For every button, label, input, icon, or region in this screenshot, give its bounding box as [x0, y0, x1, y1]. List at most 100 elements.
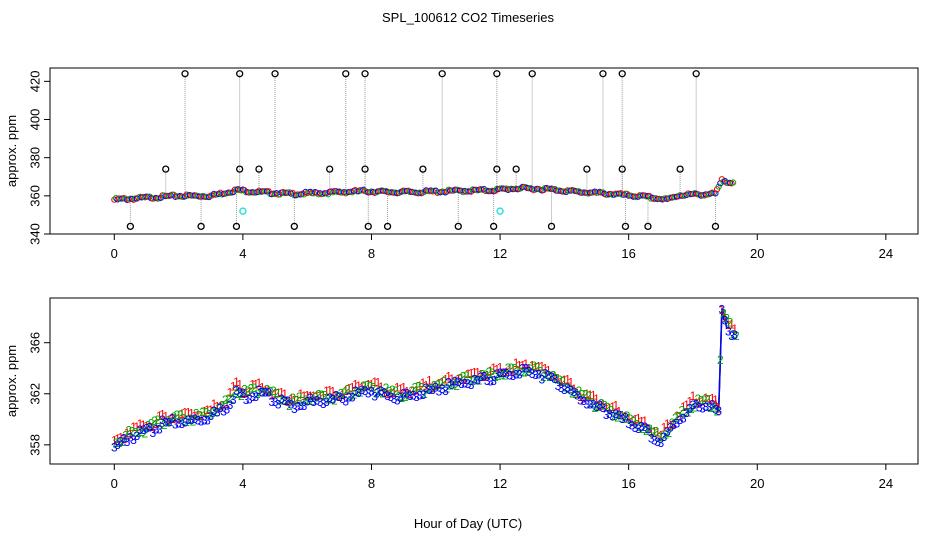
bottom-series-1-point: 1 — [362, 379, 369, 393]
bottom-series-2-point: 2 — [547, 370, 554, 384]
bottom-series-3-point: 3 — [275, 397, 282, 411]
bottom-series-1-point: 1 — [651, 424, 658, 438]
bottom-series-2-point: 2 — [530, 359, 537, 373]
bottom-series-2-point: 2 — [666, 426, 673, 440]
bottom-series-3-point: 3 — [114, 438, 121, 452]
bottom-series-2-point: 2 — [338, 386, 345, 400]
bottom-series-2-point: 2 — [704, 392, 711, 406]
bottom-series-2-point: 2 — [592, 401, 599, 415]
bottom-series-2-point: 2 — [646, 422, 653, 436]
bottom-series-1-point: 1 — [262, 384, 269, 398]
bottom-series-1-point: 1 — [349, 380, 356, 394]
bottom-series-2-point: 2 — [492, 370, 499, 384]
bottom-series-3-point: 3 — [143, 422, 150, 436]
bottom-series-2-point: 2 — [312, 390, 319, 404]
bottom-series-3-point: 3 — [686, 402, 693, 416]
bottom-series-3-point: 3 — [133, 429, 140, 443]
top-y-tick-label: 380 — [27, 147, 42, 169]
bottom-series-3-point: 3 — [471, 372, 478, 386]
bottom-series-1-point: 1 — [291, 393, 298, 407]
bottom-series-3-point: 3 — [439, 382, 446, 396]
top-x-tick-label: 4 — [239, 246, 246, 261]
bottom-series-1-point: 1 — [500, 366, 507, 380]
bottom-series-2-point: 2 — [183, 415, 190, 429]
bottom-series-3-point: 3 — [175, 417, 182, 431]
top-outlier-point — [361, 70, 369, 78]
bottom-series-3-point: 3 — [702, 400, 709, 414]
bottom-series-2-point: 2 — [113, 436, 120, 450]
bottom-series-2-point: 2 — [714, 404, 721, 418]
bottom-series-2-point: 2 — [489, 366, 496, 380]
bottom-series-2-point: 2 — [727, 315, 734, 329]
bottom-series-1-point: 1 — [545, 363, 552, 377]
bottom-series-3-point: 3 — [584, 397, 591, 411]
bottom-series-1-point: 1 — [201, 405, 208, 419]
bottom-series-1-point: 1 — [240, 387, 247, 401]
bottom-series-1-point: 1 — [439, 375, 446, 389]
bottom-series-3-point: 3 — [217, 401, 224, 415]
top-outlier-point — [489, 222, 498, 231]
bottom-series-1-point: 1 — [432, 379, 439, 393]
bottom-series-3-point: 3 — [394, 394, 401, 408]
bottom-series-1-point: 1 — [494, 363, 501, 377]
bottom-series-1-point: 1 — [645, 422, 652, 436]
top-outlier-point — [290, 222, 298, 231]
bottom-series-1-point: 1 — [702, 391, 709, 405]
bottom-series-2-point: 2 — [132, 425, 139, 439]
bottom-series-3-point: 3 — [159, 413, 166, 427]
bottom-series-1-point: 1 — [400, 381, 407, 395]
bottom-series-1-point: 1 — [285, 395, 292, 409]
bottom-series-3-point: 3 — [551, 372, 558, 386]
bottom-series-2-point: 2 — [286, 399, 293, 413]
bottom-series-1-point: 1 — [558, 375, 565, 389]
bottom-series-2-point: 2 — [135, 426, 142, 440]
bottom-series-1-point: 1 — [297, 387, 304, 401]
bottom-series-3-point: 3 — [387, 390, 394, 404]
top-outlier-point — [326, 165, 334, 173]
bottom-series-1-point: 1 — [114, 432, 121, 446]
top-outlier-point — [438, 70, 446, 78]
bottom-series-1-point: 1 — [236, 377, 243, 391]
bottom-series-1-point: 1 — [481, 370, 488, 384]
bottom-series-1-point: 1 — [336, 390, 343, 404]
bottom-series-1-point: 1 — [153, 417, 160, 431]
bottom-series-2-point: 2 — [598, 397, 605, 411]
bottom-series-2-point: 2 — [222, 393, 229, 407]
bottom-series-1-point: 1 — [542, 361, 549, 375]
bottom-series-1-point: 1 — [320, 388, 327, 402]
bottom-series-1-point: 1 — [529, 359, 536, 373]
bottom-series-3-point: 3 — [278, 392, 285, 406]
bottom-series-2-point: 2 — [322, 388, 329, 402]
bottom-series-2-point: 2 — [621, 412, 628, 426]
top-outlier-point — [126, 222, 135, 231]
top-outlier-point — [512, 165, 520, 173]
bottom-series-1-point: 1 — [641, 414, 648, 428]
bottom-series-3-point: 3 — [166, 415, 173, 429]
bottom-series-2-point: 2 — [711, 400, 718, 414]
bottom-series-1-point: 1 — [484, 369, 491, 383]
bottom-series-3-point: 3 — [124, 435, 131, 449]
bottom-series-2-point: 2 — [495, 369, 502, 383]
bottom-series-1-point: 1 — [259, 381, 266, 395]
bottom-series-1-point: 1 — [564, 372, 571, 386]
bottom-series-3-point: 3 — [281, 394, 288, 408]
bottom-y-tick-label: 366 — [27, 332, 42, 354]
bottom-series-1-point: 1 — [130, 420, 137, 434]
top-outlier-point — [361, 165, 369, 173]
bottom-series-2-point: 2 — [415, 380, 422, 394]
bottom-series-1-point: 1 — [452, 374, 459, 388]
bottom-series-2-point: 2 — [524, 365, 531, 379]
bottom-series-2-point: 2 — [649, 426, 656, 440]
bottom-series-3-point: 3 — [342, 394, 349, 408]
bottom-series-3-point: 3 — [696, 400, 703, 414]
bottom-x-tick-label: 4 — [239, 476, 246, 491]
bottom-series-3-point: 3 — [150, 426, 157, 440]
bottom-series-2-point: 2 — [656, 430, 663, 444]
bottom-series-1-point: 1 — [648, 425, 655, 439]
top-outlier-point — [454, 222, 462, 231]
bottom-series-2-point: 2 — [662, 427, 669, 441]
bottom-series-2-point: 2 — [405, 388, 412, 402]
bottom-series-1-point: 1 — [612, 399, 619, 413]
bottom-series-2-point: 2 — [521, 365, 528, 379]
bottom-series-1-point: 1 — [436, 377, 443, 391]
